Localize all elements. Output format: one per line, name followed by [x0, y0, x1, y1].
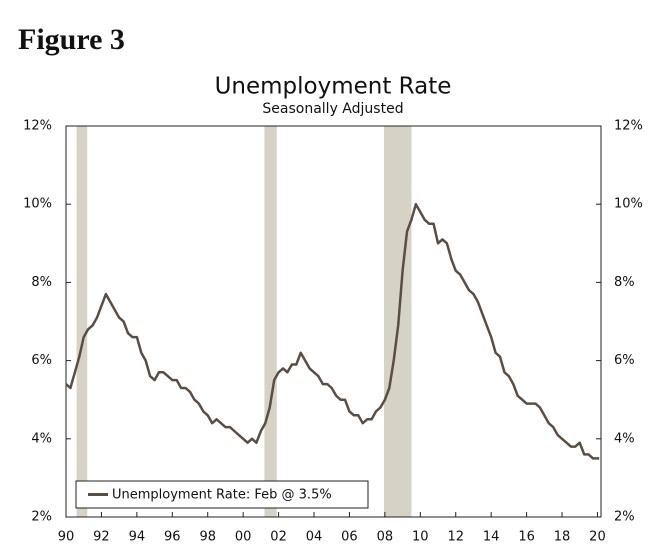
- x-tick-label: 04: [306, 530, 323, 545]
- x-tick-label: 90: [58, 530, 75, 545]
- x-tick-label: 94: [129, 530, 146, 545]
- y2-tick-label: 12%: [614, 119, 643, 134]
- x-tick-label: 98: [199, 530, 216, 545]
- x-tick-label: 16: [518, 530, 535, 545]
- y2-tick-label: 10%: [614, 197, 643, 212]
- y-tick-label: 2%: [31, 510, 52, 525]
- x-tick-label: 02: [270, 530, 287, 545]
- x-tick-label: 00: [235, 530, 252, 545]
- y2-tick-label: 8%: [614, 275, 635, 290]
- chart-subtitle: Seasonally Adjusted: [262, 101, 403, 117]
- figure-label: Figure 3: [18, 23, 125, 56]
- x-tick-label: 06: [341, 530, 358, 545]
- legend-label: Unemployment Rate: Feb @ 3.5%: [112, 488, 332, 503]
- x-tick-label: 96: [164, 530, 181, 545]
- y-tick-label: 10%: [23, 197, 52, 212]
- y2-tick-label: 4%: [614, 431, 635, 446]
- x-tick-label: 20: [589, 530, 606, 545]
- x-tick-label: 10: [412, 530, 429, 545]
- y-tick-label: 12%: [23, 119, 52, 134]
- recession-band: [76, 126, 88, 517]
- chart-title: Unemployment Rate: [215, 74, 452, 100]
- legend-box: [75, 480, 369, 509]
- y2-tick-label: 6%: [614, 353, 635, 368]
- series-line: [65, 202, 600, 460]
- y-tick-label: 6%: [31, 353, 52, 368]
- x-tick-label: 14: [483, 530, 500, 545]
- y2-tick-label: 2%: [614, 510, 635, 525]
- y-tick-label: 8%: [31, 275, 52, 290]
- y-tick-label: 4%: [31, 431, 52, 446]
- plot-frame: [65, 125, 602, 518]
- recession-band: [264, 126, 277, 517]
- x-tick-label: 92: [93, 530, 110, 545]
- x-tick-label: 08: [377, 530, 394, 545]
- x-tick-label: 12: [447, 530, 464, 545]
- x-tick-label: 18: [554, 530, 571, 545]
